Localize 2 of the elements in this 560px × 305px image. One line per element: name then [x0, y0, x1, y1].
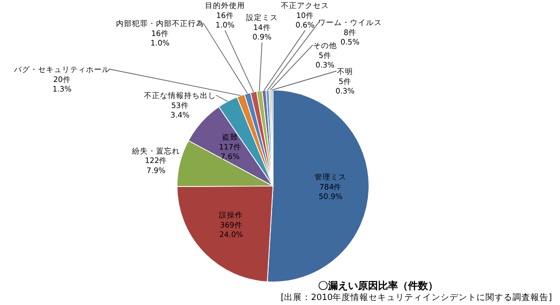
text: 〇漏えい原因比率（件数） [318, 280, 438, 292]
text: [出展：2010年度情報セキュリティインシデントに関する調査報告] [280, 292, 552, 303]
